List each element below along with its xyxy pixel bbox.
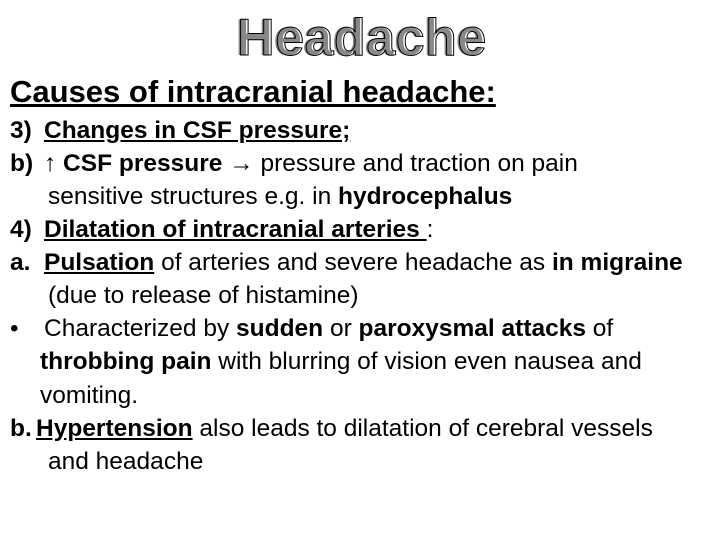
text-b-post: pressure and traction on pain bbox=[261, 150, 578, 177]
marker-b: b) bbox=[10, 147, 44, 180]
hypertension-text: Hypertension bbox=[36, 415, 193, 442]
paroxysmal-bold: paroxysmal attacks bbox=[359, 315, 586, 342]
text-b: ↑ CSF pressure → pressure and traction o… bbox=[44, 147, 710, 180]
marker-3: 3) bbox=[10, 114, 44, 147]
pulsation-text: Pulsation bbox=[44, 249, 154, 276]
text-bb: Hypertension also leads to dilatation of… bbox=[36, 412, 710, 445]
hydrocephalus-bold: hydrocephalus bbox=[338, 183, 512, 210]
colon-4: : bbox=[427, 216, 434, 243]
sudden-bold: sudden bbox=[236, 315, 323, 342]
item-4: 4) Dilatation of intracranial arteries : bbox=[10, 213, 710, 246]
text-3: Changes in CSF pressure; bbox=[44, 114, 710, 147]
text-bullet: Characterized by sudden or paroxysmal at… bbox=[44, 312, 710, 345]
page-title: Headache Headache bbox=[235, 8, 485, 68]
text-4: Dilatation of intracranial arteries : bbox=[44, 213, 710, 246]
marker-bullet: • bbox=[10, 312, 44, 345]
csf-pressure-bold: ↑ CSF pressure bbox=[44, 150, 222, 177]
item-3: 3) Changes in CSF pressure; bbox=[10, 114, 710, 147]
item-bullet-cont2: vomiting. bbox=[10, 379, 710, 412]
item-b-cont: sensitive structures e.g. in hydrocephal… bbox=[10, 180, 710, 213]
text-b-cont1: sensitive structures e.g. in bbox=[48, 183, 338, 210]
item-bb-cont: and headache bbox=[10, 445, 710, 478]
section-heading: Causes of intracranial headache: bbox=[10, 74, 710, 110]
text-a: Pulsation of arteries and severe headach… bbox=[44, 246, 710, 279]
item-bb: b. Hypertension also leads to dilatation… bbox=[10, 412, 710, 445]
throbbing-bold: throbbing pain bbox=[40, 348, 211, 375]
text-a-mid: of arteries and severe headache as bbox=[154, 249, 552, 276]
item-a: a. Pulsation of arteries and severe head… bbox=[10, 246, 710, 279]
bullet-cont1b: with blurring of vision even nausea and bbox=[211, 348, 641, 375]
item-bullet-cont1: throbbing pain with blurring of vision e… bbox=[10, 345, 710, 378]
item-bullet: • Characterized by sudden or paroxysmal … bbox=[10, 312, 710, 345]
arrow: → bbox=[222, 150, 260, 177]
bullet-of: of bbox=[586, 315, 613, 342]
dilatation-text: Dilatation of intracranial arteries bbox=[44, 216, 427, 243]
marker-a: a. bbox=[10, 246, 44, 279]
bullet-pre: Characterized by bbox=[44, 315, 236, 342]
migraine-bold: in migraine bbox=[552, 249, 683, 276]
item-a-cont: (due to release of histamine) bbox=[10, 279, 710, 312]
text-bb-post: also leads to dilatation of cerebral ves… bbox=[193, 415, 653, 442]
body-content: 3) Changes in CSF pressure; b) ↑ CSF pre… bbox=[10, 114, 710, 478]
title-container: Headache Headache bbox=[10, 8, 710, 68]
marker-4: 4) bbox=[10, 213, 44, 246]
marker-bb: b. bbox=[10, 412, 36, 445]
bullet-or: or bbox=[323, 315, 358, 342]
item-b: b) ↑ CSF pressure → pressure and tractio… bbox=[10, 147, 710, 180]
title-base: Headache bbox=[235, 9, 485, 67]
